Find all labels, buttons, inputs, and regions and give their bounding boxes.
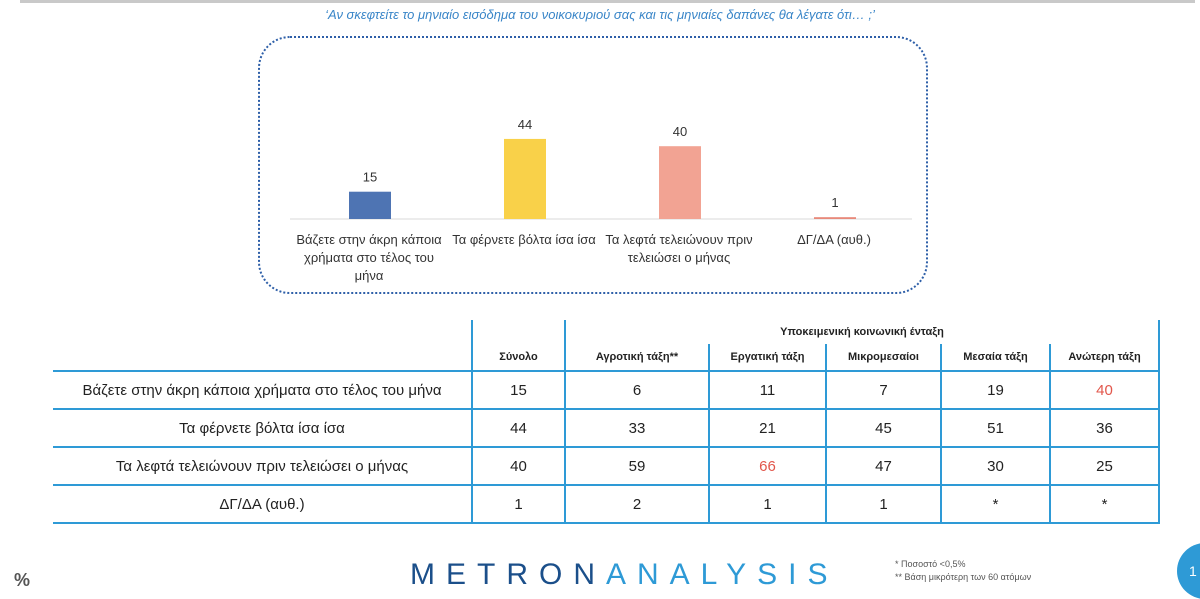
table-cell: 21	[708, 409, 826, 448]
row-label: Τα φέρνετε βόλτα ίσα ίσα	[53, 409, 472, 448]
column-header: Μεσαία τάξη	[940, 344, 1050, 372]
data-label: 40	[673, 124, 687, 139]
group-header: Υποκειμενική κοινωνική ένταξη	[564, 320, 1160, 344]
logo-text-part2: ANALYSIS	[606, 558, 839, 591]
table-cell: 45	[825, 409, 941, 448]
row-label: Βάζετε στην άκρη κάποια χρήματα στο τέλο…	[53, 371, 472, 410]
crosstab-table: Υποκειμενική κοινωνική ένταξη Σύνολο Αγρ…	[53, 320, 1160, 524]
column-header: Εργατική τάξη	[708, 344, 826, 372]
table-cell: 33	[564, 409, 709, 448]
data-label: 1	[831, 195, 838, 210]
table-row: Τα φέρνετε βόλτα ίσα ίσα 44 33 21 45 51 …	[53, 409, 1160, 448]
column-header: Μικρομεσαίοι	[825, 344, 941, 372]
category-label: Βάζετε στην άκρη κάποια χρήματα στο τέλο…	[296, 232, 442, 283]
bar-chart: 15 44 40 1	[290, 117, 912, 220]
table-cell: 36	[1049, 409, 1160, 448]
bar	[504, 138, 546, 219]
group-header-row: Υποκειμενική κοινωνική ένταξη	[53, 320, 1160, 344]
data-label: 44	[518, 117, 532, 132]
table-cell-highlight: 66	[708, 447, 826, 486]
table-cell: 11	[708, 371, 826, 410]
table-cell: 30	[940, 447, 1050, 486]
column-header: Αγροτική τάξη**	[564, 344, 709, 372]
table-cell: 44	[471, 409, 565, 448]
table-cell: 40	[471, 447, 565, 486]
logo-text-part1: METRON	[410, 558, 606, 591]
table-row: Βάζετε στην άκρη κάποια χρήματα στο τέλο…	[53, 371, 1160, 410]
table-cell: 59	[564, 447, 709, 486]
table-row: Τα λεφτά τελειώνουν πριν τελειώσει ο μήν…	[53, 447, 1160, 486]
footnotes: * Ποσοστό <0,5% ** Βάση μικρότερη των 60…	[895, 558, 1031, 584]
table-cell: 1	[471, 485, 565, 524]
table-cell: 47	[825, 447, 941, 486]
table-cell: 19	[940, 371, 1050, 410]
row-label: ΔΓ/ΔΑ (αυθ.)	[53, 485, 472, 524]
column-header: Σύνολο	[471, 344, 565, 372]
table-cell: 1	[708, 485, 826, 524]
category-label: ΔΓ/ΔΑ (αυθ.)	[797, 232, 871, 247]
table-cell: 51	[940, 409, 1050, 448]
category-label: Τα λεφτά τελειώνουν πριν τελειώσει ο μήν…	[605, 232, 753, 265]
table-cell-highlight: 40	[1049, 371, 1160, 410]
table-cell: *	[1049, 485, 1160, 524]
bar	[659, 146, 701, 219]
percent-unit-label: %	[14, 570, 31, 590]
survey-question: ‘Αν σκεφτείτε το μηνιαίο εισόδημα του νο…	[325, 7, 875, 22]
table-cell: 2	[564, 485, 709, 524]
top-divider	[20, 0, 1195, 3]
footnote: ** Βάση μικρότερη των 60 ατόμων	[895, 572, 1032, 582]
table-cell: *	[940, 485, 1050, 524]
category-label: Τα φέρνετε βόλτα ίσα ίσα	[452, 232, 596, 247]
page-number-badge: 1	[1177, 543, 1200, 599]
table-cell: 25	[1049, 447, 1160, 486]
column-header: Ανώτερη τάξη	[1049, 344, 1160, 372]
data-label: 15	[363, 170, 377, 185]
table-row: ΔΓ/ΔΑ (αυθ.) 1 2 1 1 * *	[53, 485, 1160, 524]
bar	[349, 191, 391, 219]
chart-container: 15 44 40 1 Βάζετε στην άκρη κάποια χρήματα …	[258, 36, 928, 294]
row-label: Τα λεφτά τελειώνουν πριν τελειώσει ο μήν…	[53, 447, 472, 486]
table-cell: 15	[471, 371, 565, 410]
table-cell: 1	[825, 485, 941, 524]
bar	[814, 217, 856, 219]
metron-analysis-logo: METRONANALYSIS	[410, 558, 839, 592]
footnote: * Ποσοστό <0,5%	[895, 559, 966, 569]
table-cell: 6	[564, 371, 709, 410]
table-cell: 7	[825, 371, 941, 410]
column-header-row: Σύνολο Αγροτική τάξη** Εργατική τάξη Μικ…	[53, 344, 1160, 372]
